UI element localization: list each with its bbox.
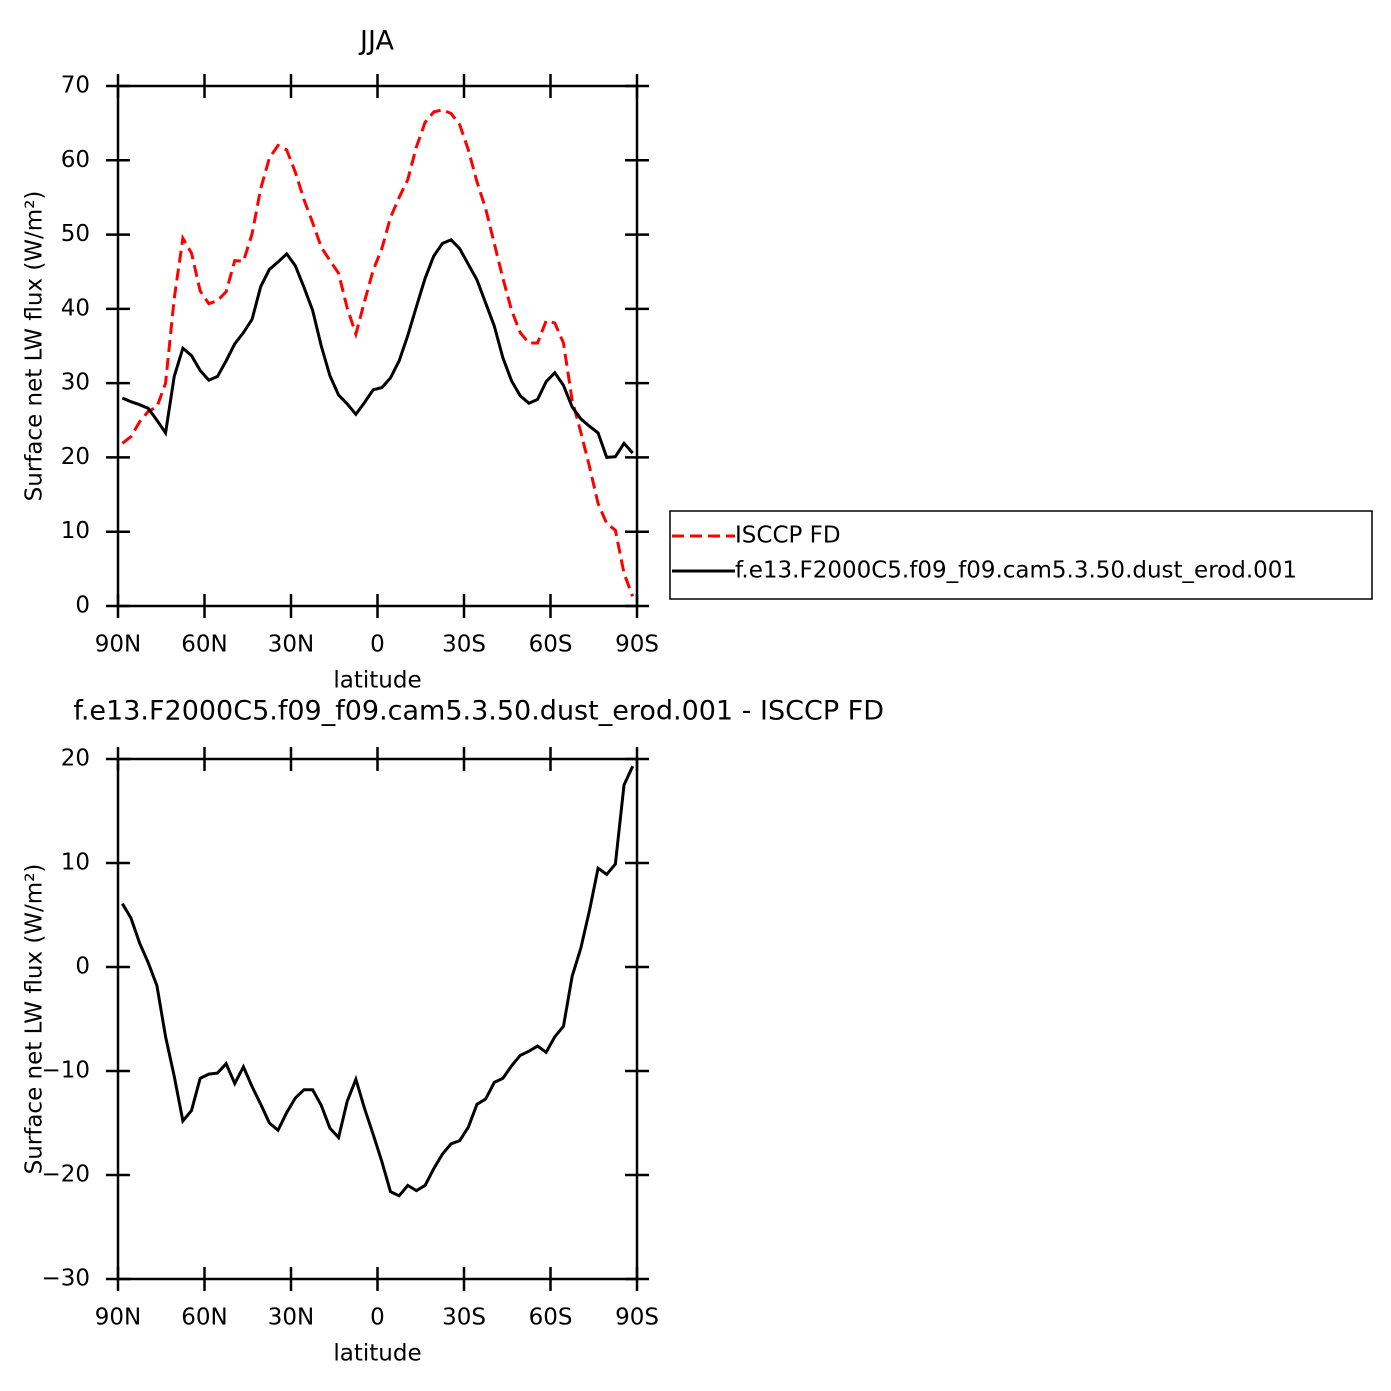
y-tick-label: 70 [61,73,90,99]
x-tick-label: 60S [529,1305,573,1331]
y-tick-label: 50 [61,221,90,247]
y-tick-label: 0 [75,593,90,619]
x-tick-label: 60S [529,632,573,658]
plot-frame [116,84,639,608]
legend-box [669,510,1373,600]
plot-frame [116,757,639,1281]
y-tick-label: 60 [61,147,90,173]
data-line [121,108,635,597]
x-tick-label: 60N [181,1305,227,1331]
y-tick-label: −20 [41,1162,90,1188]
y-tick-label: −10 [41,1058,90,1084]
legend-label: ISCCP FD [735,523,841,549]
x-tick-label: 90S [615,1305,659,1331]
x-tick-label: 90N [95,1305,141,1331]
y-tick-label: −30 [41,1266,90,1292]
data-line [121,765,635,1198]
x-tick-label: 30N [268,632,314,658]
x-tick-label: 0 [370,1305,385,1331]
x-tick-label: 30S [442,632,486,658]
x-tick-label: 30N [268,1305,314,1331]
y-tick-label: 40 [61,295,90,321]
x-axis-label: latitude [333,668,421,694]
y-tick-label: 20 [61,746,90,772]
chart-title: JJA [358,26,394,57]
x-tick-label: 30S [442,1305,486,1331]
y-tick-label: 10 [61,518,90,544]
y-tick-label: 30 [61,370,90,396]
y-tick-label: 20 [61,444,90,470]
data-line [121,237,634,460]
chart-title: f.e13.F2000C5.f09_f09.cam5.3.50.dust_ero… [73,696,884,727]
y-axis-label: Surface net LW flux (W/m²) [22,864,48,1175]
y-axis-label: Surface net LW flux (W/m²) [22,191,48,502]
y-tick-label: 10 [61,850,90,876]
y-tick-label: 0 [75,954,90,980]
x-tick-label: 90S [615,632,659,658]
x-tick-label: 0 [370,632,385,658]
x-tick-label: 90N [95,632,141,658]
x-tick-label: 60N [181,632,227,658]
legend-label: f.e13.F2000C5.f09_f09.cam5.3.50.dust_ero… [735,558,1297,584]
x-axis-label: latitude [333,1341,421,1367]
